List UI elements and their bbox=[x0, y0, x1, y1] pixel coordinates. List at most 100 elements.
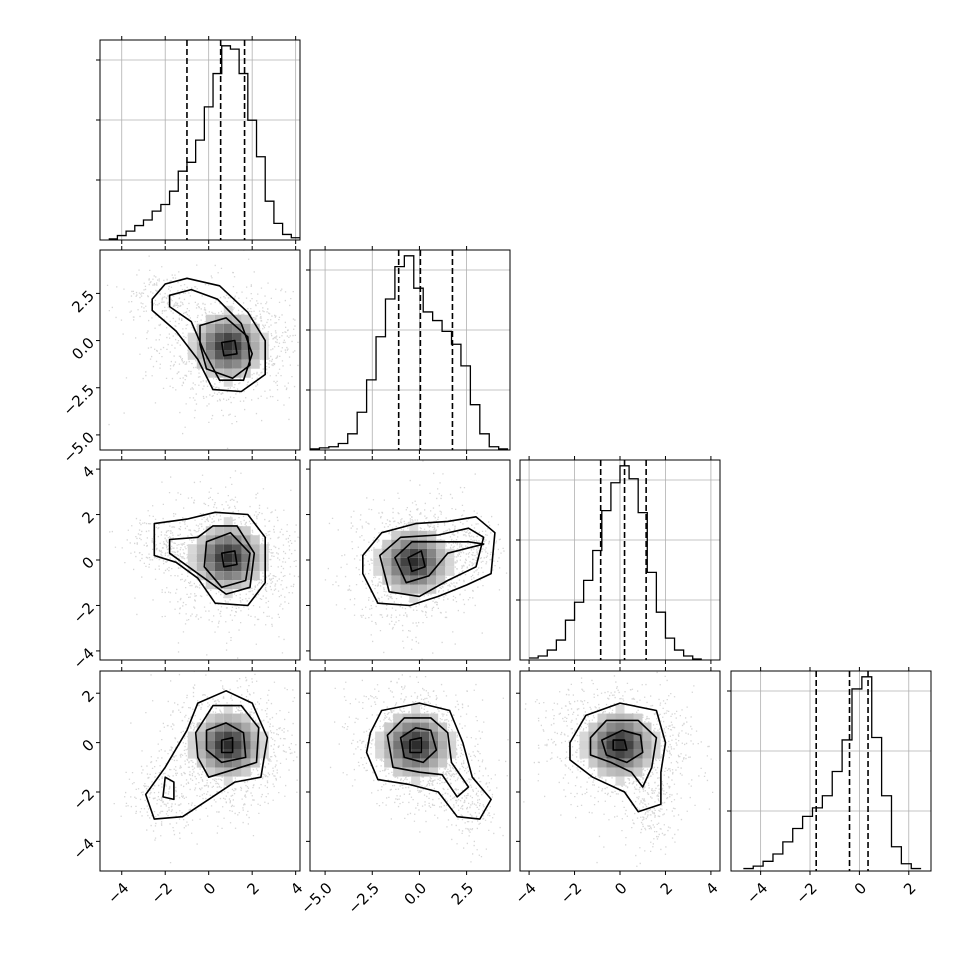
density-cell bbox=[196, 544, 206, 554]
density-cell bbox=[588, 749, 598, 759]
y-tick-label: 0 bbox=[79, 553, 98, 572]
joint-density-0-1 bbox=[106, 250, 300, 449]
density-cell bbox=[259, 553, 269, 563]
density-cell bbox=[205, 526, 215, 536]
density-cell bbox=[196, 740, 206, 750]
density-cell bbox=[445, 566, 455, 576]
density-cell bbox=[241, 526, 251, 536]
y-axis-ticks-p1-r1: −5.0 −2.5 0.0 2.5 bbox=[60, 287, 100, 467]
density-cell bbox=[597, 767, 607, 777]
density-cell bbox=[214, 350, 224, 360]
density-cell bbox=[250, 350, 260, 360]
density-cell bbox=[438, 722, 448, 732]
density-cell bbox=[402, 731, 412, 741]
density-cell bbox=[615, 722, 625, 732]
density-cell bbox=[615, 704, 625, 714]
density-cell bbox=[241, 722, 251, 732]
density-cell bbox=[429, 767, 439, 777]
density-cell bbox=[615, 740, 625, 750]
density-cell bbox=[232, 359, 242, 369]
contour-level-4 bbox=[220, 550, 238, 568]
y-tick-label: −2 bbox=[70, 599, 98, 627]
density-cell bbox=[391, 557, 401, 567]
marginal-panel-3 bbox=[727, 671, 931, 871]
density-cell bbox=[250, 722, 260, 732]
density-cell bbox=[223, 749, 233, 759]
contour-level-2 bbox=[379, 527, 485, 598]
density-cell bbox=[214, 332, 224, 342]
density-cell bbox=[205, 314, 215, 324]
contour-level-3 bbox=[399, 727, 438, 764]
contour-level-1 bbox=[362, 516, 496, 607]
histogram-step-p0 bbox=[108, 45, 300, 240]
contour-level-1 bbox=[151, 277, 266, 393]
density-cell bbox=[615, 776, 625, 786]
density-cell bbox=[196, 535, 206, 545]
joint-density-0-3 bbox=[113, 671, 300, 864]
density-cell bbox=[232, 544, 242, 554]
density-cell bbox=[429, 731, 439, 741]
density-cell bbox=[223, 722, 233, 732]
y-tick-label: 0 bbox=[79, 736, 98, 755]
density-cell bbox=[205, 758, 215, 768]
density-cell bbox=[391, 575, 401, 585]
density-cell bbox=[400, 539, 410, 549]
density-cell bbox=[205, 553, 215, 563]
density-cell bbox=[391, 584, 401, 594]
density-cell bbox=[187, 731, 197, 741]
density-cell bbox=[232, 740, 242, 750]
density-cell bbox=[588, 740, 598, 750]
density-cell bbox=[196, 731, 206, 741]
joint-panel-1-3-frame bbox=[309, 670, 511, 872]
density-cell bbox=[597, 731, 607, 741]
density-cell bbox=[250, 553, 260, 563]
density-cell bbox=[624, 731, 634, 741]
contour-level-2 bbox=[386, 717, 470, 798]
density-cell bbox=[250, 731, 260, 741]
x-tick-label: −2 bbox=[557, 879, 585, 907]
density-cell bbox=[241, 562, 251, 572]
density-cell bbox=[420, 731, 430, 741]
density-cell bbox=[205, 341, 215, 351]
density-cell bbox=[214, 323, 224, 333]
density-cell bbox=[223, 767, 233, 777]
x-axis-ticks-p2-r2 bbox=[528, 456, 712, 664]
x-tick-label: 2 bbox=[243, 879, 262, 898]
density-cell bbox=[445, 557, 455, 567]
density-cell bbox=[232, 758, 242, 768]
density-cell bbox=[411, 704, 421, 714]
y-tick-label: 2 bbox=[79, 687, 98, 706]
density-cell bbox=[597, 740, 607, 750]
x-axis-ticks-p0-r1 bbox=[121, 246, 297, 454]
density-cell bbox=[393, 767, 403, 777]
contour-level-3 bbox=[394, 541, 485, 584]
contour-level-3 bbox=[601, 729, 644, 764]
density-cell bbox=[214, 535, 224, 545]
contour-level-1 bbox=[144, 690, 269, 820]
joint-panel-2-3 bbox=[520, 671, 714, 867]
density-cell bbox=[241, 580, 251, 590]
x-tick-label: 0 bbox=[611, 879, 630, 898]
y-tick-label: −2.5 bbox=[60, 381, 98, 419]
joint-density-1-2 bbox=[324, 460, 508, 660]
contour-level-2 bbox=[168, 288, 253, 381]
contour-level-4 bbox=[220, 736, 234, 754]
density-cell bbox=[373, 566, 383, 576]
y-tick-label: −4 bbox=[70, 835, 98, 863]
density-cell bbox=[214, 740, 224, 750]
density-cell bbox=[418, 566, 428, 576]
density-cell bbox=[223, 571, 233, 581]
x-tick-label: 4 bbox=[287, 879, 306, 898]
histogram-step-p3 bbox=[743, 676, 922, 870]
density-cell bbox=[436, 566, 446, 576]
density-cell bbox=[241, 359, 251, 369]
density-cell bbox=[241, 341, 251, 351]
y-axis-ticks-p2-r2 bbox=[306, 468, 310, 652]
density-cell bbox=[232, 722, 242, 732]
density-cell bbox=[375, 749, 385, 759]
density-cell bbox=[429, 749, 439, 759]
density-cell bbox=[418, 539, 428, 549]
y-tick-label: −2 bbox=[70, 785, 98, 813]
density-cell bbox=[436, 548, 446, 558]
